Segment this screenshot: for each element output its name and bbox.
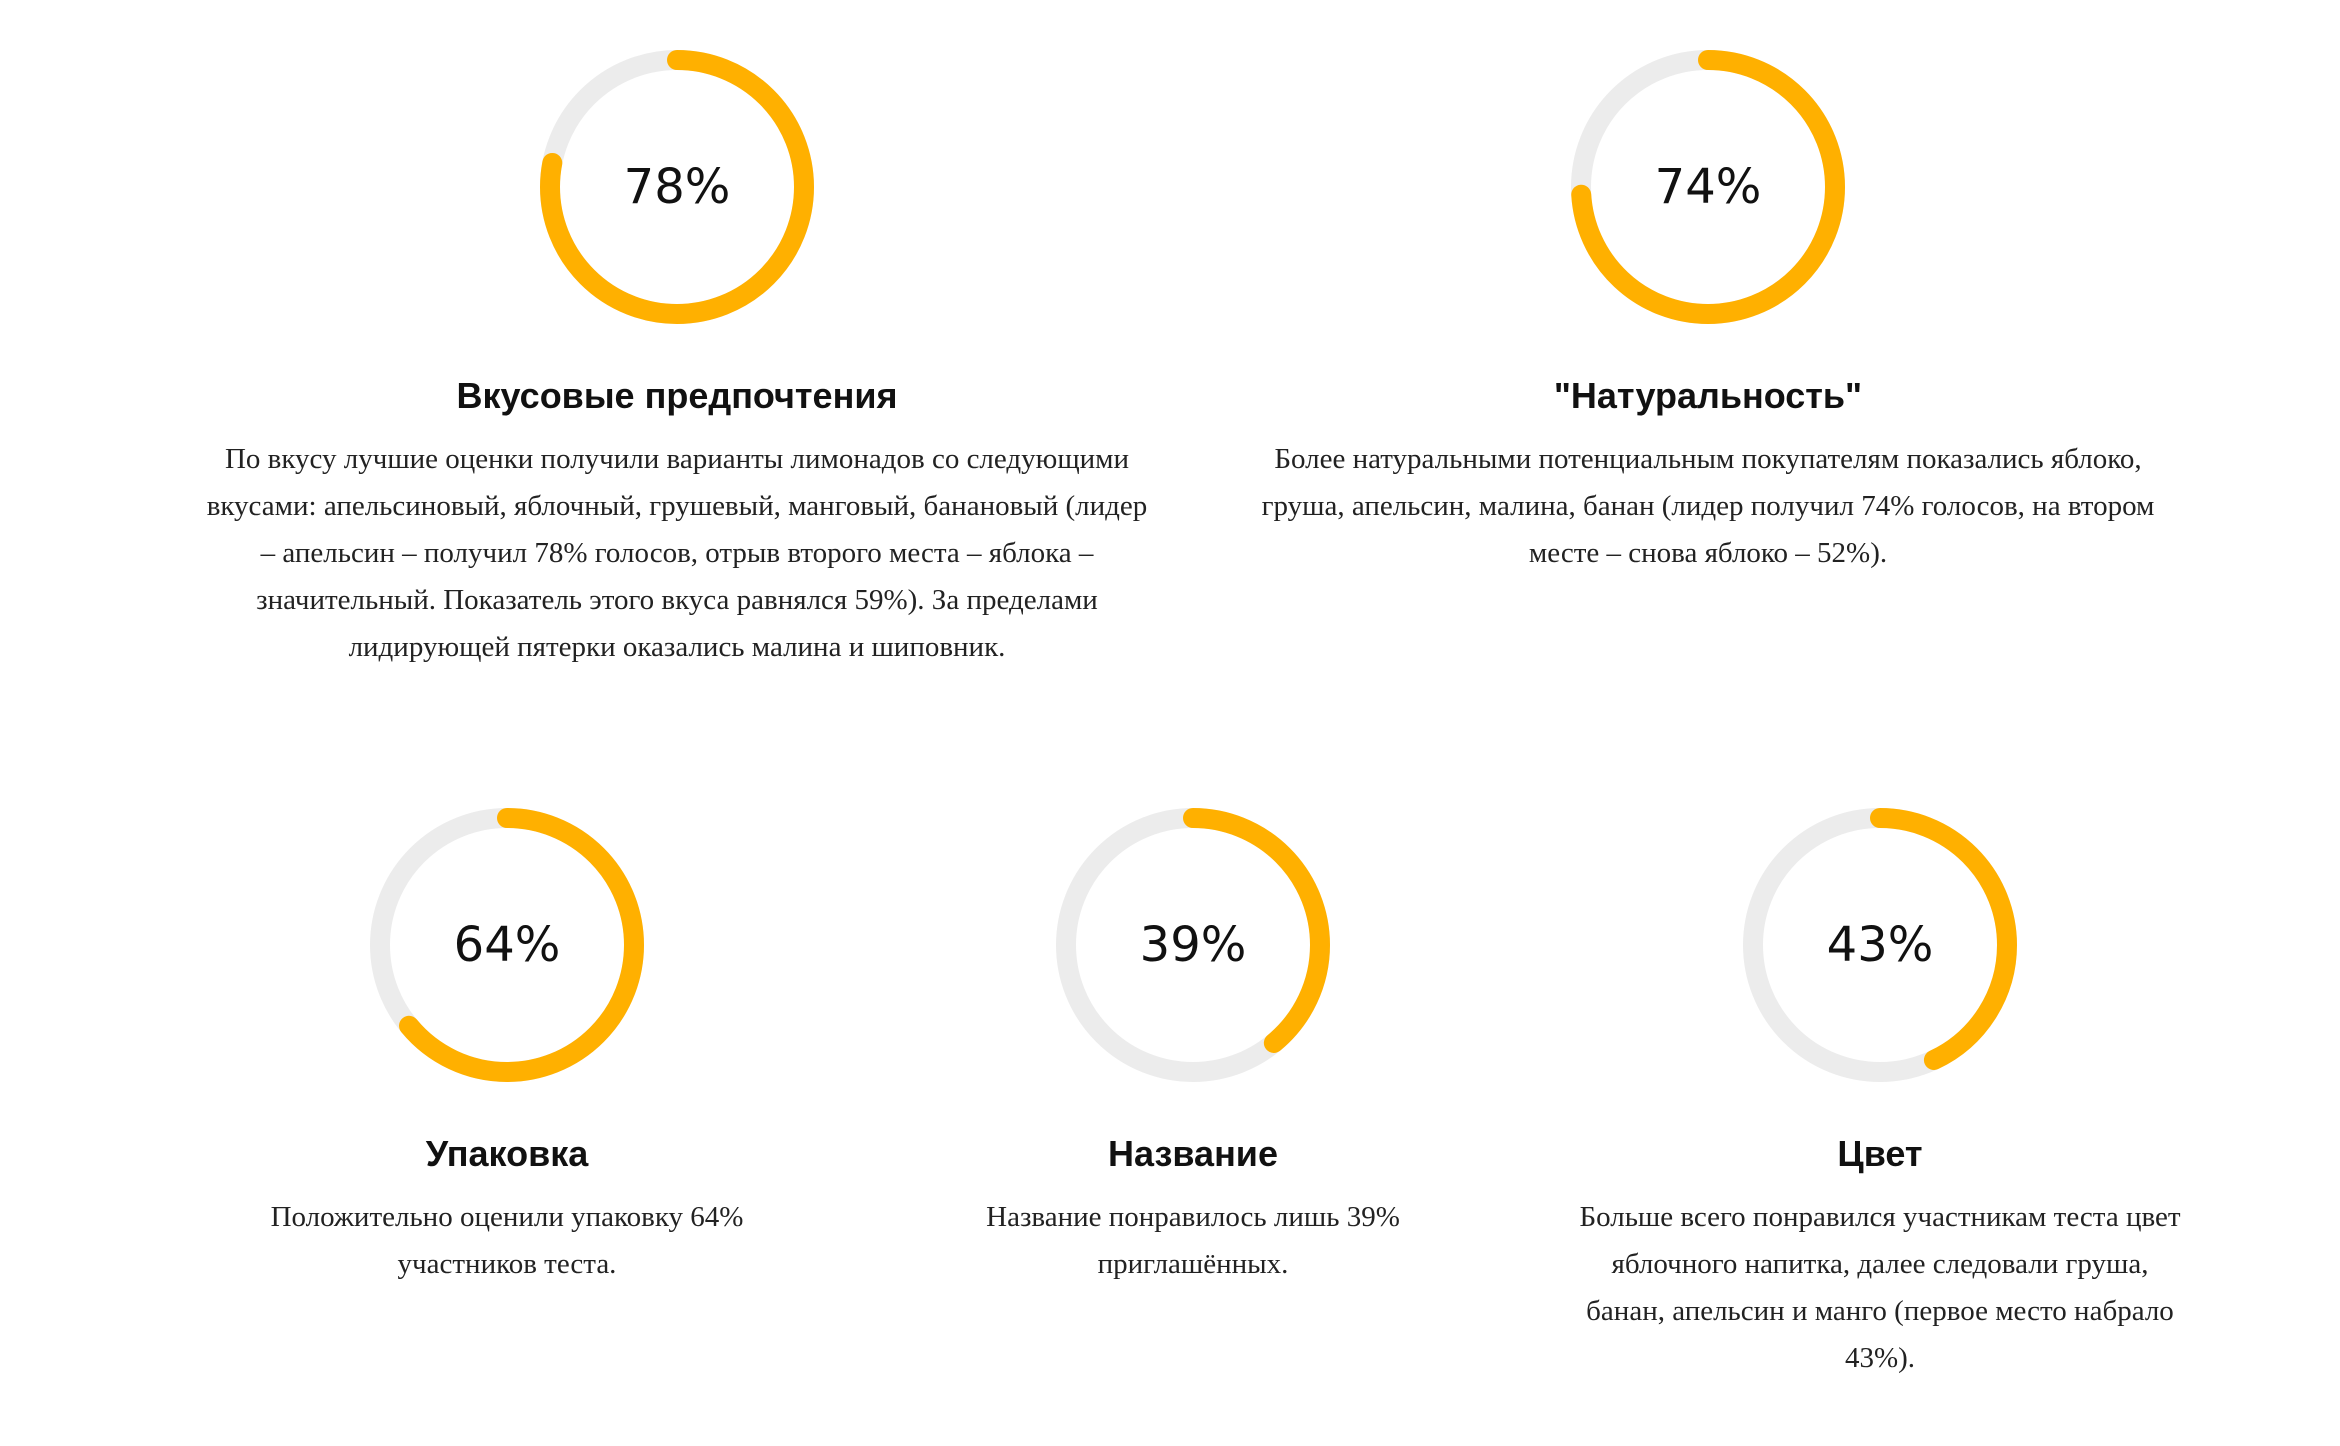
ring-arc (1743, 808, 2017, 1082)
ring-arc (1571, 50, 1845, 324)
block-text: Больше всего понравился участникам теста… (1579, 1201, 2181, 1374)
stat-block: 64% Упаковка Положительно оценили упаковку… (217, 798, 797, 1288)
block-text: Название понравилось лишь 39% приглашённ… (986, 1201, 1400, 1280)
stat-block: 78% Вкусовые предпочтения По вкусу лучшие … (197, 40, 1157, 671)
block-text: Положительно оценили упаковку 64% участн… (270, 1201, 744, 1280)
progress-ring: 64% (370, 808, 644, 1082)
percent-label: 43% (1827, 917, 1934, 973)
percent-label: 78% (624, 159, 731, 215)
stat-block: 74% "Натуральность" Более натуральными пот… (1248, 40, 2168, 577)
block-title: Название (1108, 1133, 1278, 1174)
ring-arc (370, 808, 644, 1082)
ring-arc (540, 50, 814, 324)
block-title: Цвет (1837, 1133, 1923, 1174)
ring-arc (1056, 808, 1330, 1082)
block-text: Более натуральными потенциальным покупат… (1261, 443, 2155, 569)
block-title: Упаковка (425, 1133, 589, 1174)
progress-ring: 74% (1571, 50, 1845, 324)
block-text: По вкусу лучшие оценки получили варианты… (206, 443, 1148, 663)
stat-block: 43% Цвет Больше всего понравился участника… (1570, 798, 2190, 1382)
percent-label: 39% (1140, 917, 1247, 973)
block-title: "Натуральность" (1553, 375, 1863, 416)
percent-label: 74% (1655, 159, 1762, 215)
progress-ring: 39% (1056, 808, 1330, 1082)
stat-block: 39% Название Название понравилось лишь 39%… (943, 798, 1443, 1288)
percent-label: 64% (454, 917, 561, 973)
progress-ring: 78% (540, 50, 814, 324)
progress-ring: 43% (1743, 808, 2017, 1082)
block-title: Вкусовые предпочтения (456, 375, 898, 416)
